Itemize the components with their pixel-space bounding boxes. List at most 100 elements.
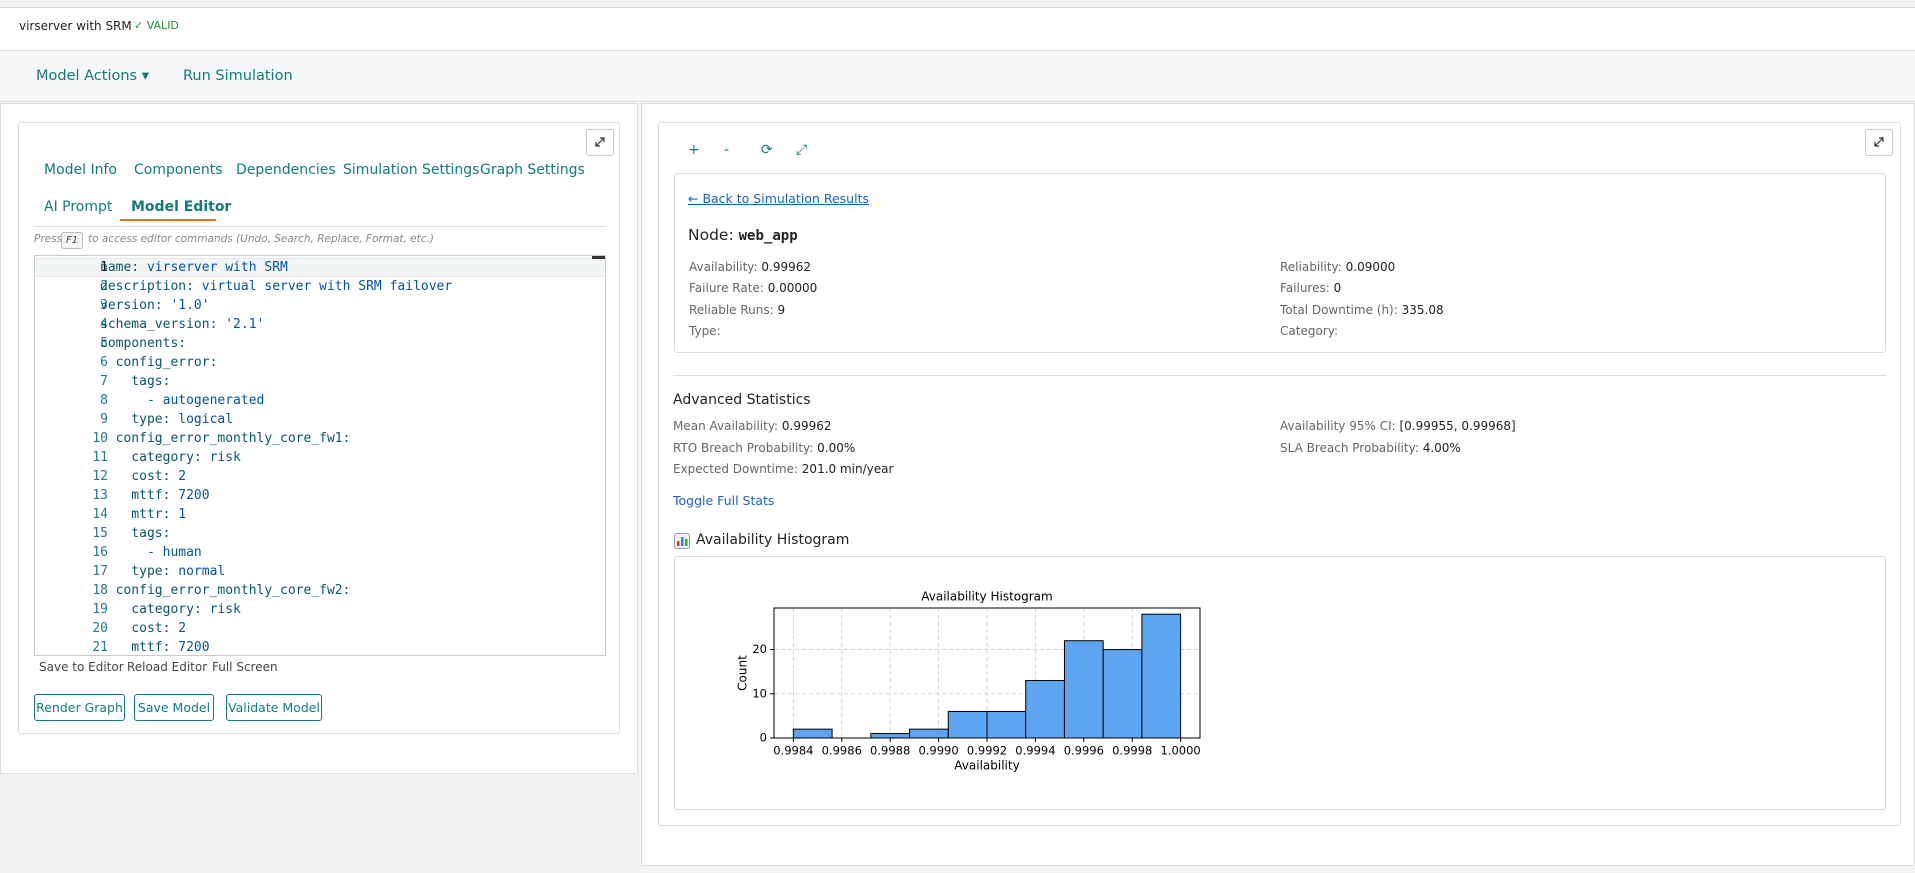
code-line: 5components: [35,334,606,353]
line-number: 19 [35,600,108,619]
code-key: type: [100,564,170,579]
graph-control[interactable]: ⤢ [796,142,807,158]
button[interactable]: Render Graph [34,694,125,721]
model-actions-menu[interactable]: Model Actions ▾ [36,68,149,84]
code-value: risk [202,450,241,465]
expand-button[interactable] [586,129,614,156]
code-line: 6 config_error: [35,353,606,372]
stat-value: 0.09000 [1346,260,1396,274]
code-text: - human [100,543,202,562]
graph-control[interactable]: - [724,142,729,158]
graph-control[interactable]: + [688,142,700,158]
tab[interactable]: AI Prompt [44,199,112,215]
button[interactable]: Save Model [134,694,214,721]
line-number: 7 [35,372,108,391]
code-text: - autogenerated [100,391,264,410]
code-text: config_error: [100,353,217,372]
stat-value: 0.00000 [768,281,818,295]
stat: Reliability: 0.09000 [1280,260,1395,274]
line-number: 8 [35,391,108,410]
line-number: 16 [35,543,108,562]
stat-value: 4.00% [1423,441,1461,455]
tab[interactable]: Model Editor [131,199,231,215]
code-line: 15 tags: [35,524,606,543]
stat-label: RTO Breach Probability: [673,441,813,455]
editor-link[interactable]: Save to Editor [39,660,124,674]
model-title: virserver with SRM [19,19,132,33]
line-number: 2 [35,277,108,296]
toggle-full-stats[interactable]: Toggle Full Stats [673,493,774,508]
code-editor[interactable]: 1name: virserver with SRM2description: v… [34,255,606,656]
code-line: 21 mttf: 7200 [35,638,606,656]
code-value: - human [100,545,202,560]
x-axis-label: Availability [954,759,1019,773]
code-text: category: risk [100,448,241,467]
code-text: description: virtual server with SRM fai… [100,277,452,296]
x-tick-label: 1.0000 [1161,744,1201,758]
code-text: mttf: 7200 [100,486,210,505]
stat-label: Expected Downtime: [673,462,798,476]
stat-label: Failures: [1280,281,1330,295]
code-line: 1name: virserver with SRM [35,258,606,277]
stat-value: 201.0 min/year [802,462,894,476]
stat: Availability: 0.99962 [689,260,811,274]
code-line: 14 mttr: 1 [35,505,606,524]
stat-value: 0 [1334,281,1342,295]
y-axis-label: Count [736,655,750,691]
code-value: logical [170,412,233,427]
code-line: 4schema_version: '2.1' [35,315,606,334]
code-text: tags: [100,524,170,543]
code-line: 2description: virtual server with SRM fa… [35,277,606,296]
button[interactable]: Validate Model [226,694,322,721]
code-value: '2.1' [217,317,264,332]
stat: Total Downtime (h): 335.08 [1280,303,1444,317]
code-line: 17 type: normal [35,562,606,581]
tab[interactable]: Simulation Settings [343,162,479,178]
line-number: 12 [35,467,108,486]
code-line: 16 - human [35,543,606,562]
stat-label: Availability 95% CI: [1280,419,1396,433]
stat-value: 9 [777,303,785,317]
code-line: 11 category: risk [35,448,606,467]
code-line: 20 cost: 2 [35,619,606,638]
code-key: cost: [100,621,170,636]
tab[interactable]: Components [134,162,223,178]
x-tick-label: 0.9988 [870,744,910,758]
editor-link[interactable]: Full Screen [212,660,278,674]
stat-label: Category: [1280,324,1338,338]
code-line: 18 config_error_monthly_core_fw2: [35,581,606,600]
tab[interactable]: Model Info [44,162,117,178]
x-tick-label: 0.9998 [1112,744,1152,758]
line-number: 17 [35,562,108,581]
histogram-bar [948,711,987,738]
stat-value: 335.08 [1402,303,1444,317]
code-line: 9 type: logical [35,410,606,429]
tab[interactable]: Graph Settings [480,162,585,178]
back-link[interactable]: ← Back to Simulation Results [688,191,869,206]
run-simulation[interactable]: Run Simulation [183,68,293,84]
histogram-bar [1064,641,1103,738]
code-key: mttf: [100,640,170,655]
expand-button[interactable] [1865,129,1893,156]
graph-control[interactable]: ⟳ [761,142,773,158]
code-line: 19 category: risk [35,600,606,619]
code-text: schema_version: '2.1' [100,315,264,334]
line-number: 21 [35,638,108,656]
code-value: - autogenerated [100,393,264,408]
code-value: 7200 [170,488,209,503]
stat: Reliable Runs: 9 [689,303,785,317]
editor-link[interactable]: Reload Editor [127,660,207,674]
node-name: web_app [739,228,798,244]
tab[interactable]: Dependencies [236,162,336,178]
chart-title: Availability Histogram [921,590,1052,604]
stat-label: Reliability: [1280,260,1342,274]
code-text: type: normal [100,562,225,581]
stat: SLA Breach Probability: 4.00% [1280,441,1461,455]
code-value: normal [170,564,225,579]
line-number: 3 [35,296,108,315]
line-number: 13 [35,486,108,505]
code-key: mttf: [100,488,170,503]
code-value: 2 [170,469,186,484]
line-number: 10 [35,429,108,448]
